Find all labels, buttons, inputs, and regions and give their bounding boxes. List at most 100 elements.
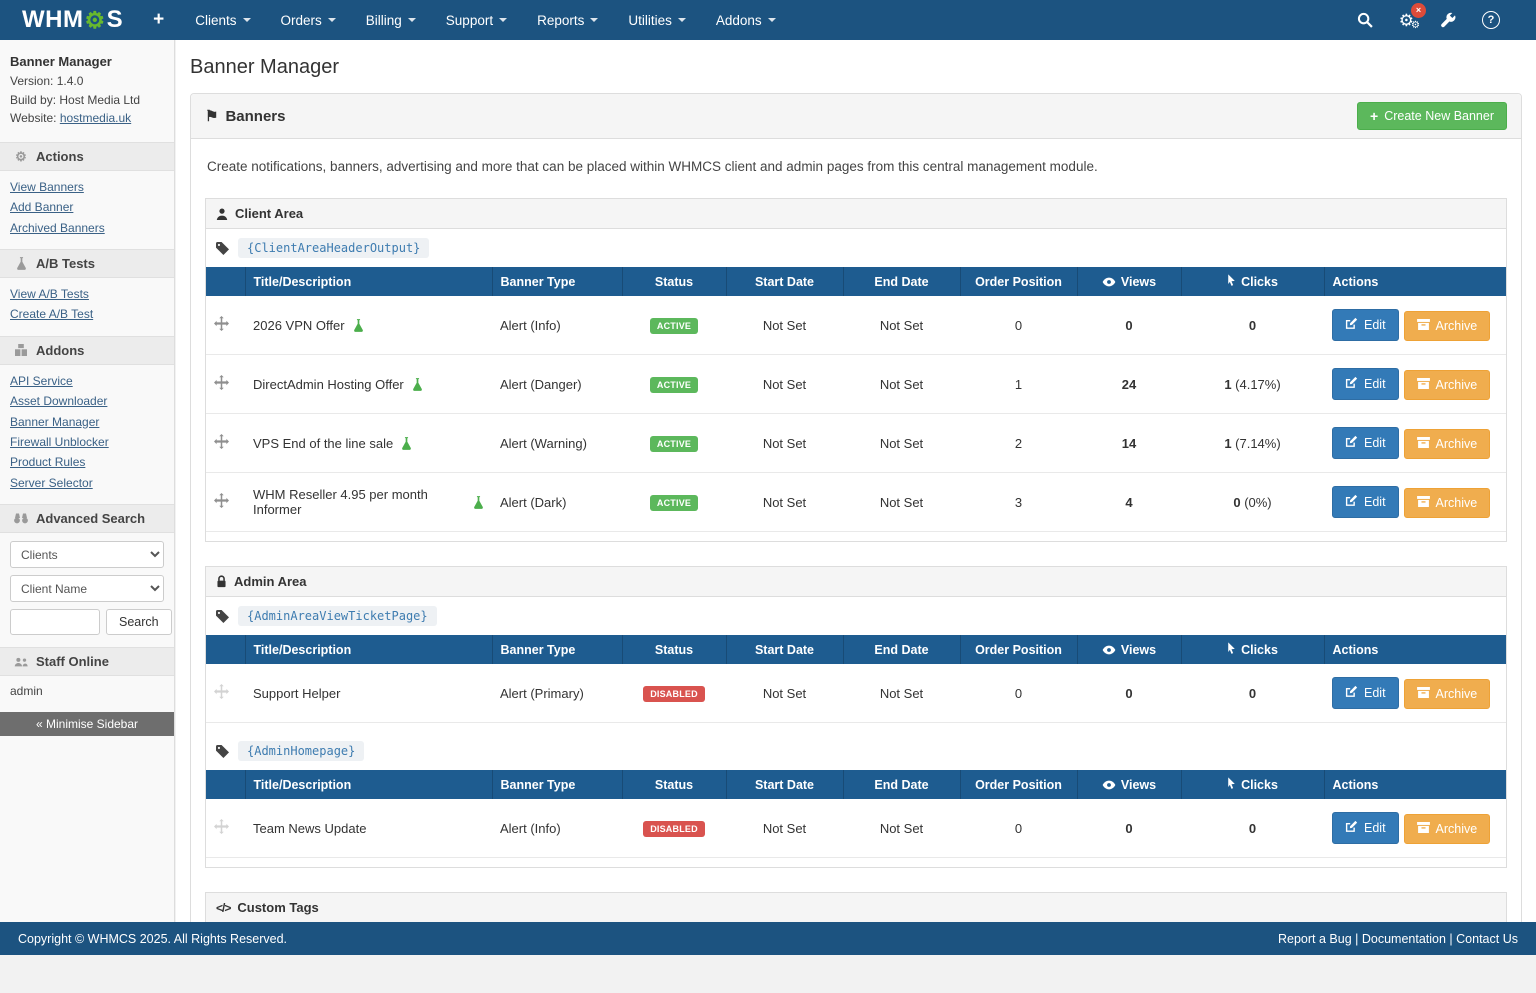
column-header: Views — [1077, 635, 1181, 664]
clicks-count: 1 (7.14%) — [1181, 414, 1324, 473]
sidebar-link-add-banner[interactable]: Add Banner — [10, 199, 164, 216]
footer-link-report-a-bug[interactable]: Report a Bug — [1278, 932, 1352, 946]
clicks-count: 0 — [1181, 799, 1324, 858]
banner-title: 2026 VPN Offer — [253, 318, 345, 333]
drag-handle-icon[interactable] — [214, 316, 229, 331]
sidebar-section-a-b-tests: A/B Tests — [0, 249, 174, 278]
drag-handle-icon[interactable] — [214, 434, 229, 449]
banner-title: Support Helper — [253, 686, 340, 701]
edit-button[interactable]: Edit — [1332, 368, 1399, 400]
column-header: Views — [1077, 267, 1181, 296]
chevron-down-icon — [328, 18, 336, 26]
column-header: Clicks — [1181, 267, 1324, 296]
advanced-search-input[interactable] — [10, 609, 100, 635]
advanced-search: Clients Client Name Search — [0, 533, 174, 647]
ab-test-flask-icon — [353, 319, 364, 332]
start-date: Not Set — [726, 355, 843, 414]
footer-link-contact-us[interactable]: Contact Us — [1456, 932, 1518, 946]
status-badge: ACTIVE — [650, 318, 698, 334]
nav-menu-item-orders[interactable]: Orders — [266, 0, 351, 40]
banner-type: Alert (Info) — [492, 296, 622, 355]
banner-type: Alert (Danger) — [492, 355, 622, 414]
column-header: End Date — [843, 267, 960, 296]
column-header: Banner Type — [492, 770, 622, 799]
sidebar-link-asset-downloader[interactable]: Asset Downloader — [10, 393, 164, 410]
edit-icon — [1345, 494, 1358, 510]
edit-button[interactable]: Edit — [1332, 486, 1399, 518]
banner-type: Alert (Primary) — [492, 664, 622, 723]
sidebar-link-create-a-b-test[interactable]: Create A/B Test — [10, 306, 164, 323]
sidebar-link-server-selector[interactable]: Server Selector — [10, 475, 164, 492]
edit-button[interactable]: Edit — [1332, 812, 1399, 844]
footer-link-documentation[interactable]: Documentation — [1362, 932, 1446, 946]
banner-row: 2026 VPN OfferAlert (Info)ACTIVENot SetN… — [206, 296, 1506, 355]
drag-handle-icon[interactable] — [214, 684, 229, 699]
column-header: Title/Description — [245, 770, 492, 799]
archive-button[interactable]: Archive — [1404, 429, 1491, 459]
archive-button[interactable]: Archive — [1404, 370, 1491, 400]
nav-menu-item-addons[interactable]: Addons — [701, 0, 791, 40]
sidebar-link-view-a-b-tests[interactable]: View A/B Tests — [10, 286, 164, 303]
edit-button[interactable]: Edit — [1332, 427, 1399, 459]
banner-section-header: Client Area — [206, 199, 1506, 229]
clicks-count: 0 — [1181, 296, 1324, 355]
sidebar-link-banner-manager[interactable]: Banner Manager — [10, 414, 164, 431]
column-header: Status — [622, 635, 726, 664]
search-icon[interactable] — [1357, 12, 1373, 28]
clicks-count: 1 (4.17%) — [1181, 355, 1324, 414]
module-website-link[interactable]: hostmedia.uk — [60, 111, 131, 125]
archive-button[interactable]: Archive — [1404, 679, 1491, 709]
drag-handle-icon[interactable] — [214, 375, 229, 390]
ab-test-flask-icon — [412, 378, 423, 391]
nav-menu-item-support[interactable]: Support — [431, 0, 522, 40]
tag-icon — [216, 242, 229, 255]
order-position: 2 — [960, 414, 1077, 473]
sidebar-link-archived-banners[interactable]: Archived Banners — [10, 220, 164, 237]
banner-group: {ClientAreaHeaderOutput} Title/Descripti… — [206, 229, 1506, 541]
archive-icon — [1417, 437, 1430, 451]
tools-wrench-icon[interactable] — [1440, 12, 1456, 28]
banner-type: Alert (Info) — [492, 799, 622, 858]
automation-gears-icon[interactable]: ⚙⚙× — [1399, 12, 1414, 29]
banner-title: VPS End of the line sale — [253, 436, 393, 451]
nav-menu-item-billing[interactable]: Billing — [351, 0, 431, 40]
nav-menu-item-utilities[interactable]: Utilities — [613, 0, 701, 40]
chevron-down-icon — [590, 18, 598, 26]
staff-online-header: Staff Online — [0, 647, 174, 676]
chevron-down-icon — [678, 18, 686, 26]
module-version: Version: 1.4.0 — [10, 72, 164, 91]
status-badge: DISABLED — [643, 821, 705, 837]
template-tag-label: {AdminHomepage} — [238, 741, 364, 761]
quick-add-icon[interactable]: + — [137, 9, 180, 31]
help-icon[interactable]: ? — [1482, 11, 1500, 29]
archive-button[interactable]: Archive — [1404, 488, 1491, 518]
sidebar-link-product-rules[interactable]: Product Rules — [10, 454, 164, 471]
chevron-down-icon — [243, 18, 251, 26]
whmcs-logo[interactable]: WHM⚙S — [0, 6, 137, 34]
minimise-sidebar-button[interactable]: « Minimise Sidebar — [0, 712, 174, 736]
chevron-down-icon — [768, 18, 776, 26]
module-description: Create notifications, banners, advertisi… — [207, 159, 1507, 174]
drag-handle-icon[interactable] — [214, 819, 229, 834]
order-position: 3 — [960, 473, 1077, 532]
status-badge: ACTIVE — [650, 436, 698, 452]
create-new-banner-button[interactable]: + Create New Banner — [1357, 102, 1507, 130]
tag-icon — [216, 610, 229, 623]
advanced-search-type-select[interactable]: Clients — [10, 541, 164, 568]
sidebar-link-firewall-unblocker[interactable]: Firewall Unblocker — [10, 434, 164, 451]
archive-button[interactable]: Archive — [1404, 814, 1491, 844]
status-badge: ACTIVE — [650, 377, 698, 393]
module-info: Banner Manager Version: 1.4.0 Build by: … — [0, 40, 174, 142]
sidebar-link-view-banners[interactable]: View Banners — [10, 179, 164, 196]
sidebar-link-api-service[interactable]: API Service — [10, 373, 164, 390]
nav-menu-item-reports[interactable]: Reports — [522, 0, 613, 40]
advanced-search-button[interactable]: Search — [106, 609, 172, 635]
column-header: Order Position — [960, 635, 1077, 664]
edit-button[interactable]: Edit — [1332, 677, 1399, 709]
nav-menu-item-clients[interactable]: Clients — [180, 0, 265, 40]
advanced-search-field-select[interactable]: Client Name — [10, 575, 164, 602]
end-date: Not Set — [843, 473, 960, 532]
drag-handle-icon[interactable] — [214, 493, 229, 508]
archive-button[interactable]: Archive — [1404, 311, 1491, 341]
edit-button[interactable]: Edit — [1332, 309, 1399, 341]
